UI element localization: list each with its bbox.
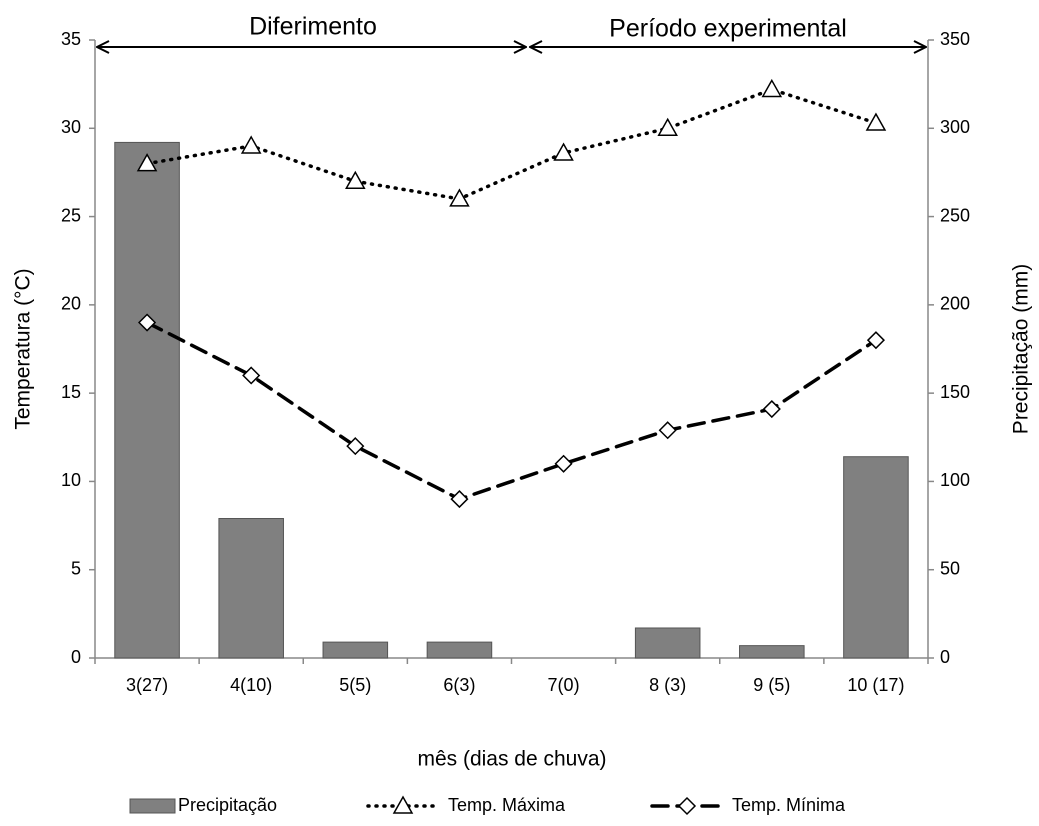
annotation: Período experimental: [609, 15, 847, 43]
point: [866, 331, 885, 350]
y-tick-label: 20: [61, 294, 81, 314]
y-tick-label: 10: [61, 470, 81, 490]
y2-tick-label: 350: [940, 29, 970, 49]
point: [658, 421, 677, 440]
bar: [322, 641, 389, 659]
y2-tick-label: 150: [940, 382, 970, 402]
point: [346, 437, 365, 456]
x-tick-label: 3(27): [126, 675, 168, 695]
point: [657, 117, 678, 137]
legend-marker: [392, 795, 414, 814]
x-tick-label: 9 (5): [753, 675, 790, 695]
legend-label: Temp. Máxima: [448, 795, 566, 815]
x-tick-label: 10 (17): [847, 675, 904, 695]
x-axis-label: mês (dias de chuva): [417, 748, 606, 771]
y2-tick-label: 300: [940, 117, 970, 137]
bar: [114, 141, 180, 659]
y2-tick-label: 50: [940, 558, 960, 578]
y-tick-label: 35: [61, 29, 81, 49]
point: [345, 170, 366, 190]
y-tick-label: 0: [71, 647, 81, 667]
point: [761, 78, 783, 98]
point: [762, 399, 781, 419]
bar: [426, 641, 493, 659]
x-tick-label: 6(3): [443, 675, 475, 695]
x-tick-label: 4(10): [230, 675, 272, 695]
legend-marker: [677, 796, 697, 816]
point: [554, 454, 573, 473]
point: [138, 313, 157, 332]
x-tick-label: 7(0): [548, 675, 580, 695]
x-tick-label: 5(5): [339, 675, 371, 695]
y-tick-label: 25: [61, 205, 81, 225]
point: [242, 366, 261, 385]
y2-tick-label: 100: [940, 470, 970, 490]
y2-axis-label: Precipitação (mm): [1010, 264, 1033, 434]
y2-tick-label: 200: [940, 294, 970, 314]
legend-label: Temp. Mínima: [732, 795, 846, 815]
bar: [634, 627, 701, 659]
bar: [843, 456, 909, 659]
point: [553, 142, 574, 161]
point: [865, 112, 887, 131]
point: [136, 153, 158, 172]
line: [145, 320, 878, 501]
line: [145, 87, 878, 201]
point: [240, 135, 262, 154]
point: [450, 490, 469, 509]
x-tick-label: 8 (3): [649, 675, 686, 695]
annotation: Diferimento: [249, 13, 377, 41]
bar: [739, 645, 805, 659]
legend-label: Precipitação: [178, 795, 277, 815]
y2-tick-label: 250: [940, 205, 970, 225]
y-tick-label: 5: [71, 558, 81, 578]
bar: [218, 518, 284, 659]
y2-tick-label: 0: [940, 647, 950, 667]
y-tick-label: 15: [61, 382, 81, 402]
point: [449, 188, 470, 207]
legend-swatch: [129, 798, 176, 814]
y-tick-label: 30: [61, 117, 81, 137]
y-axis-label: Temperatura (°C): [12, 268, 35, 429]
